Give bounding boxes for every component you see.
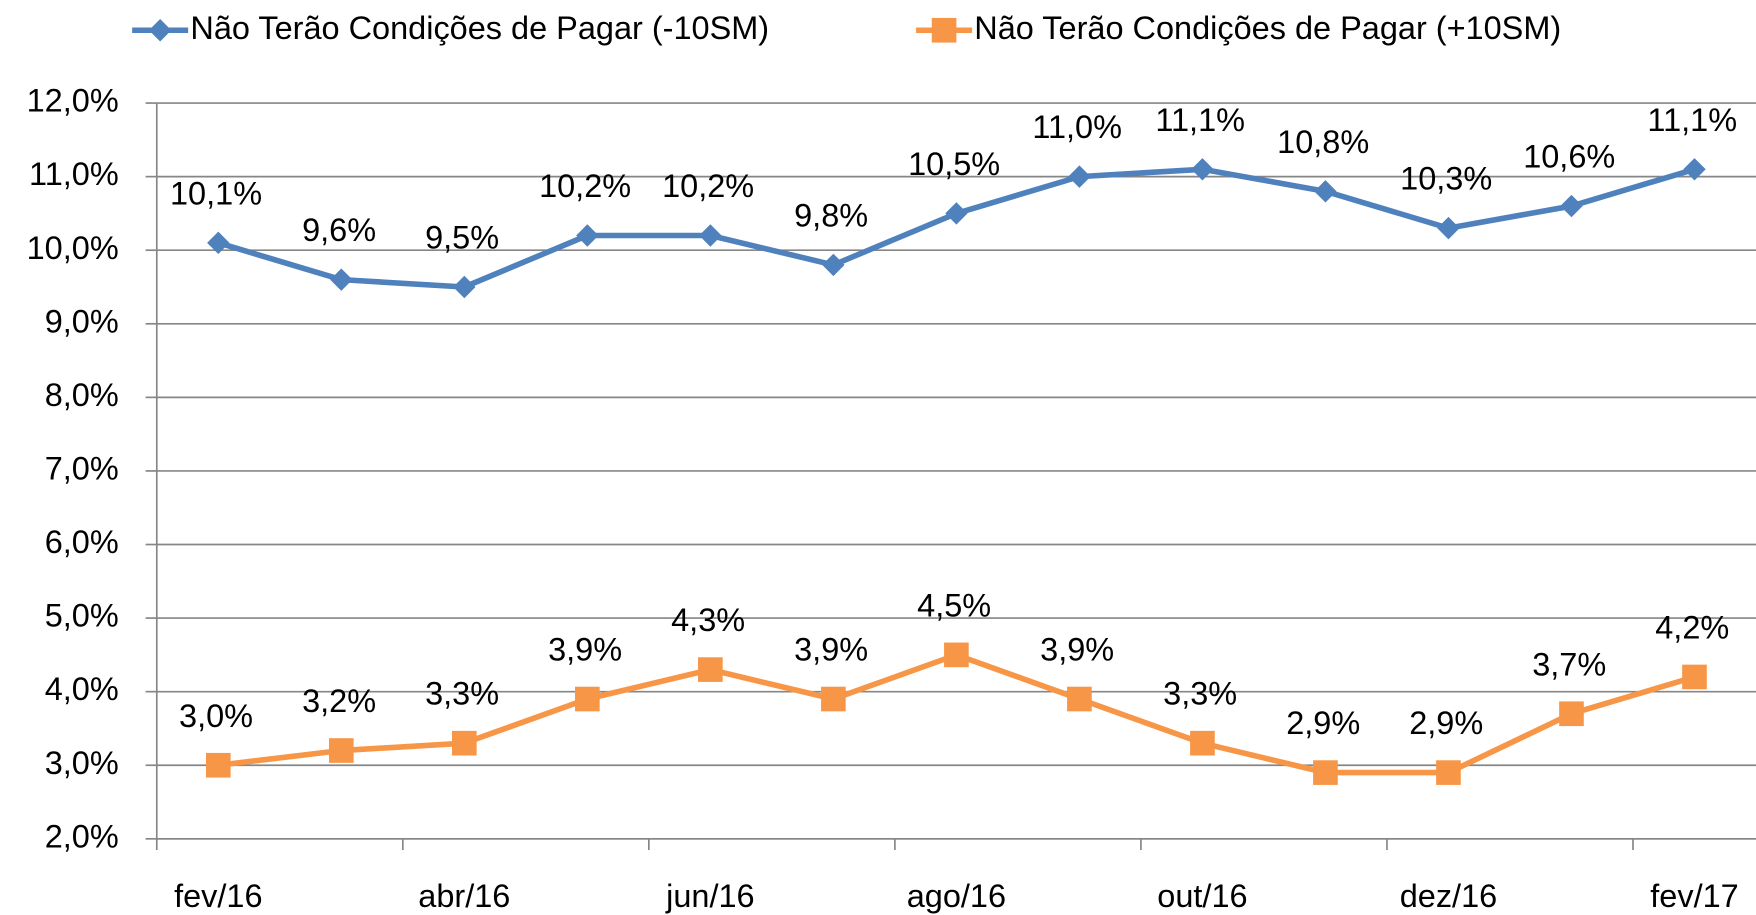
data-label: 3,9% [548,632,622,668]
data-label: 3,3% [1163,676,1237,712]
y-tick-label: 12,0% [27,83,119,119]
data-label: 4,3% [671,602,745,638]
marker [1068,165,1091,188]
y-tick-label: 2,0% [45,818,119,854]
marker [330,268,353,291]
data-label: 2,9% [1409,705,1483,741]
data-label: 2,9% [1286,705,1360,741]
legend-label: Não Terão Condições de Pagar (+10SM) [974,10,1561,46]
y-tick-label: 9,0% [45,303,119,339]
marker [205,752,231,778]
data-label: 4,2% [1655,609,1729,645]
data-label: 3,2% [302,683,376,719]
marker [1437,216,1460,240]
data-label: 10,2% [539,168,631,204]
data-label: 9,6% [302,212,376,248]
data-label: 10,3% [1400,161,1492,197]
marker [1190,730,1215,756]
marker [1683,158,1706,181]
y-tick-label: 11,0% [29,156,119,192]
x-tick-label: dez/16 [1400,878,1498,914]
x-tick-label: fev/16 [174,878,262,914]
marker [1682,664,1707,690]
marker [699,224,722,247]
data-label: 3,7% [1532,646,1606,682]
marker [453,275,476,299]
legend-marker [931,17,957,43]
data-label: 3,3% [425,676,499,712]
marker [1191,158,1214,181]
x-tick-label: ago/16 [907,878,1006,914]
marker [328,738,354,763]
x-tick-label: jun/16 [665,878,754,914]
y-tick-label: 3,0% [45,745,119,781]
legend-label: Não Terão Condições de Pagar (-10SM) [190,10,769,46]
x-tick-label: out/16 [1157,878,1247,914]
legend-marker [148,19,172,42]
marker [575,686,600,712]
y-tick-label: 5,0% [45,598,119,634]
marker [944,642,969,668]
data-label: 10,1% [170,175,262,211]
data-label: 3,9% [1040,632,1114,668]
marker [822,253,845,277]
x-tick-label: fev/17 [1650,878,1738,914]
data-label: 3,9% [794,632,868,668]
marker [1313,760,1338,785]
y-tick-label: 8,0% [45,377,119,413]
marker [1560,194,1583,218]
data-label: 10,6% [1523,139,1615,175]
marker [576,224,599,247]
data-label: 3,0% [179,698,253,734]
data-label: 11,1% [1155,102,1245,138]
marker [1559,701,1584,727]
data-label: 11,1% [1647,102,1737,138]
marker [207,231,230,255]
marker [821,686,846,712]
data-label: 10,8% [1277,124,1369,160]
data-label: 10,2% [662,168,754,204]
data-label: 9,5% [425,220,499,256]
data-label: 9,8% [794,197,868,233]
y-tick-label: 7,0% [45,451,119,487]
y-tick-label: 10,0% [27,230,119,266]
x-tick-label: abr/16 [418,878,510,914]
series: 10,1% 9,6% 9,5% 10,2% 10,2% 9,8% 10,5% 11,0% 11,… [170,102,1737,299]
marker [945,202,968,225]
marker [1314,180,1337,203]
y-tick-label: 4,0% [45,671,119,707]
marker [452,730,477,756]
series: 3,0% 3,2% 3,3% 3,9% 4,3% 3,9% 4,5% 3,9% 3,3% 2,9%… [179,587,1729,785]
marker [1067,686,1092,712]
data-label: 10,5% [908,146,1000,182]
marker [1436,760,1461,785]
marker [698,657,723,682]
data-label: 11,0% [1032,109,1122,145]
data-label: 4,5% [917,587,991,623]
y-tick-label: 6,0% [45,524,119,560]
